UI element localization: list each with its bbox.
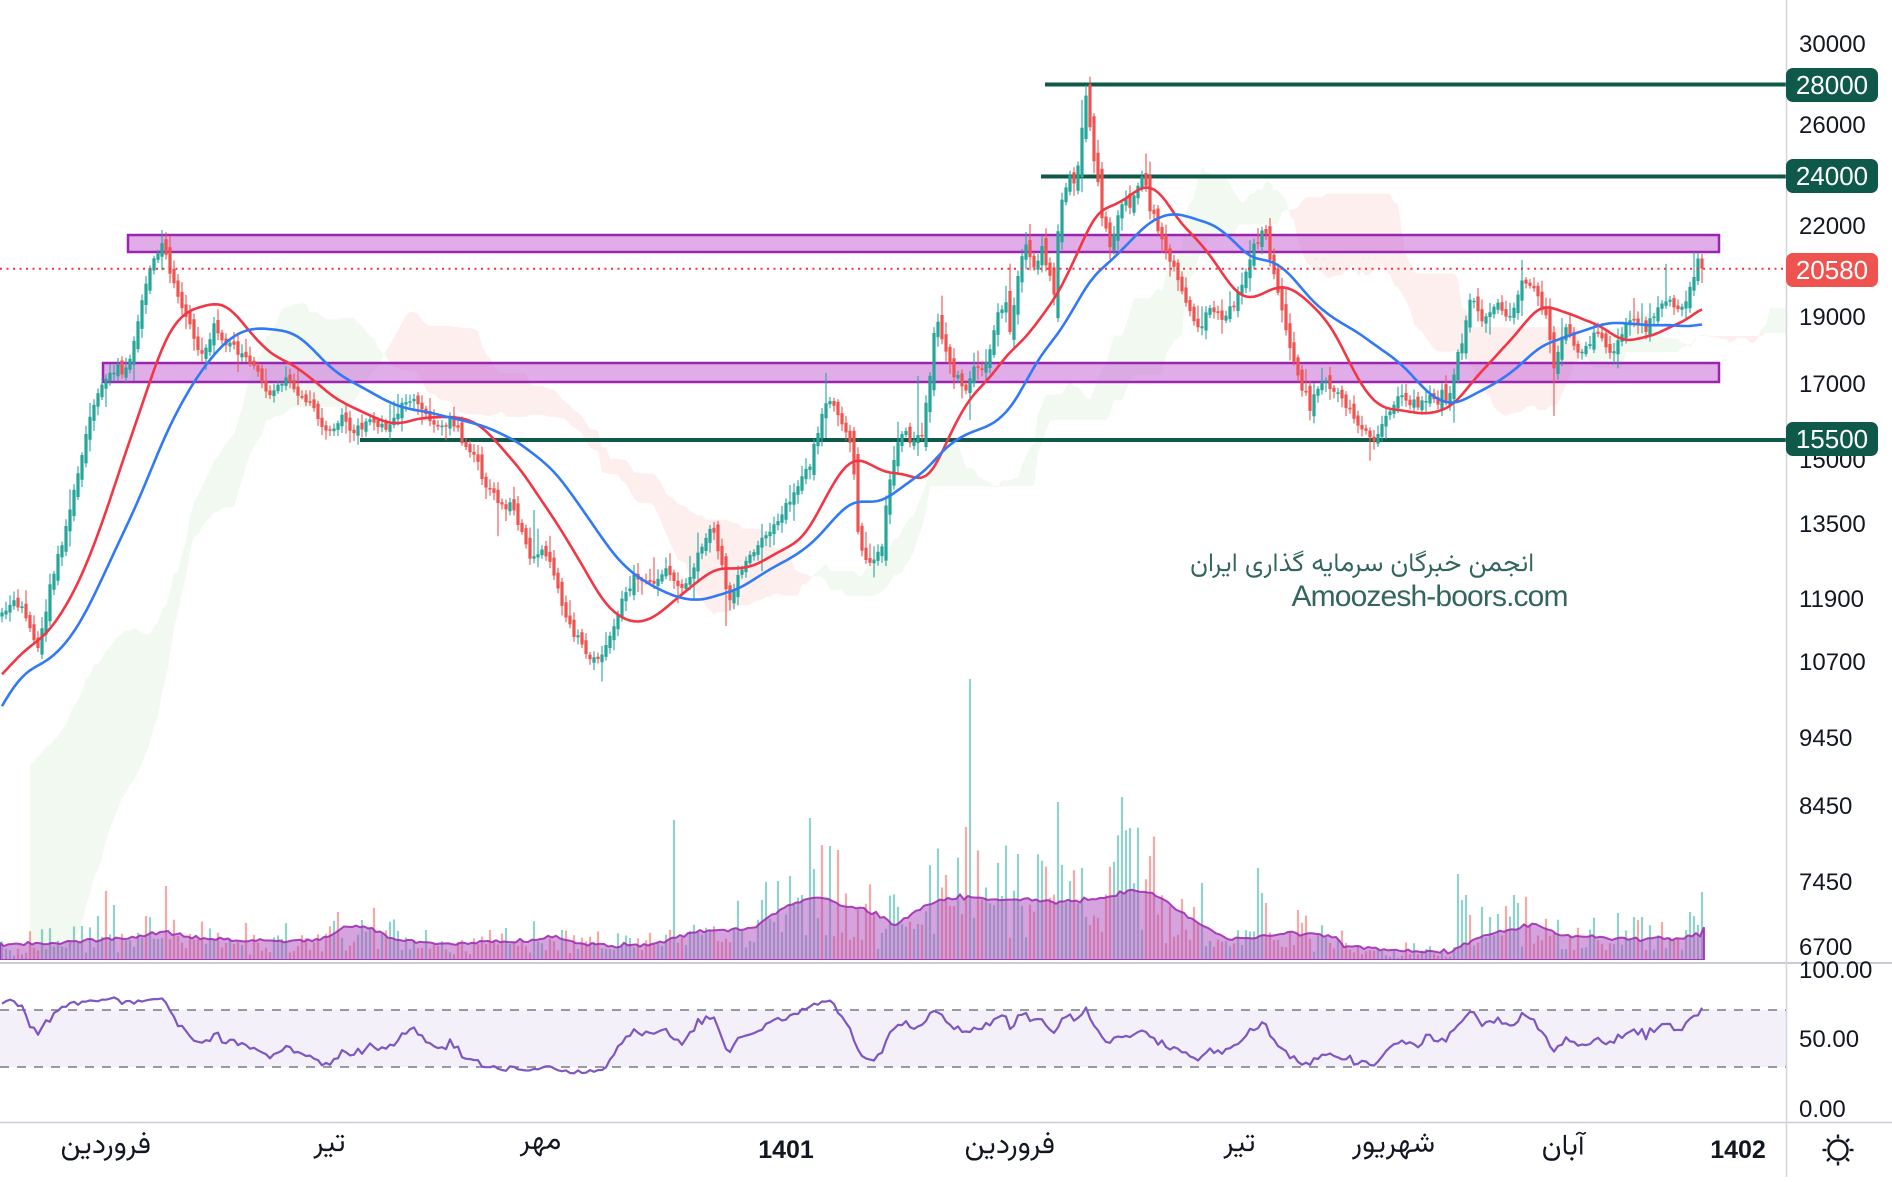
svg-text:0.00: 0.00 bbox=[1799, 1096, 1846, 1123]
svg-text:26000: 26000 bbox=[1799, 112, 1866, 139]
svg-text:19000: 19000 bbox=[1799, 304, 1866, 331]
svg-text:7450: 7450 bbox=[1799, 869, 1852, 896]
svg-text:13500: 13500 bbox=[1799, 511, 1866, 538]
svg-text:11900: 11900 bbox=[1799, 586, 1864, 613]
svg-text:1401: 1401 bbox=[758, 1136, 814, 1164]
svg-text:50.00: 50.00 bbox=[1799, 1026, 1859, 1053]
svg-text:15500: 15500 bbox=[1796, 424, 1868, 454]
svg-text:1402: 1402 bbox=[1710, 1136, 1766, 1164]
svg-text:8450: 8450 bbox=[1799, 793, 1852, 820]
svg-text:9450: 9450 bbox=[1799, 725, 1852, 752]
svg-text:24000: 24000 bbox=[1796, 161, 1868, 191]
svg-text:28000: 28000 bbox=[1796, 70, 1868, 100]
svg-text:6700: 6700 bbox=[1799, 934, 1852, 961]
svg-text:30000: 30000 bbox=[1799, 31, 1866, 58]
svg-text:22000: 22000 bbox=[1799, 213, 1866, 240]
svg-text:17000: 17000 bbox=[1799, 371, 1866, 398]
svg-text:10700: 10700 bbox=[1799, 649, 1866, 676]
svg-text:20580: 20580 bbox=[1796, 255, 1868, 285]
svg-text:100.00: 100.00 bbox=[1799, 957, 1872, 984]
svg-text:Amoozesh-boors.com: Amoozesh-boors.com bbox=[1292, 580, 1569, 613]
